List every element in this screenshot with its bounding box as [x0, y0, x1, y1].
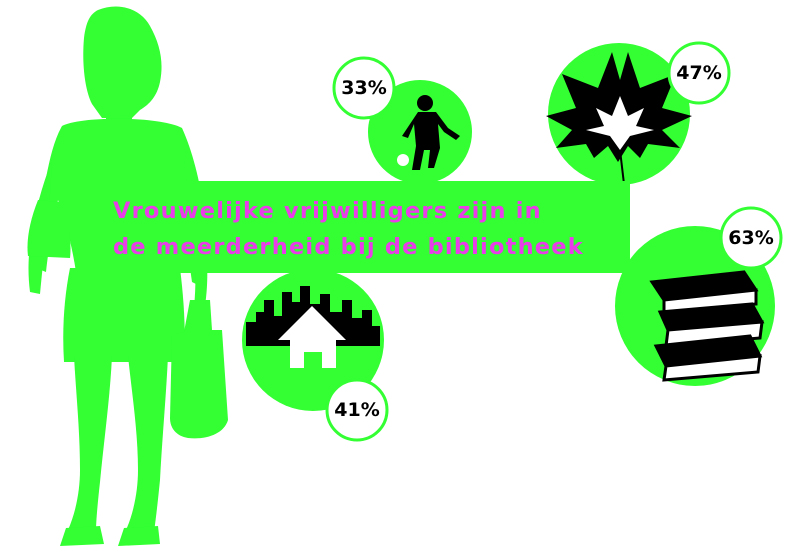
headline-banner: [103, 181, 630, 273]
badge-33-ring: [332, 56, 396, 120]
books-icon: [649, 270, 765, 382]
woman-silhouette: [27, 6, 228, 546]
stat-badge-books: 63%: [728, 227, 774, 249]
stat-badge-leaf: 47%: [676, 62, 722, 84]
stat-badge-child: 33%: [341, 77, 387, 99]
stat-circle-books: [615, 226, 775, 386]
ball-icon: [397, 154, 409, 166]
stat-circle-house: [242, 269, 384, 411]
stat-circle-child: [368, 80, 472, 184]
leaf-icon: [546, 52, 692, 185]
child-playing-ball-icon: [402, 95, 460, 170]
badge-41-ring: [325, 378, 389, 442]
badge-47-ring: [667, 41, 731, 105]
house-city-icon: [246, 286, 380, 368]
stat-badge-house: 41%: [334, 399, 380, 421]
stat-circle-leaf: [546, 43, 692, 185]
headline-text: Vrouwelijke vrijwilligers zijn in de mee…: [113, 198, 584, 260]
badge-63-ring: [719, 206, 783, 270]
